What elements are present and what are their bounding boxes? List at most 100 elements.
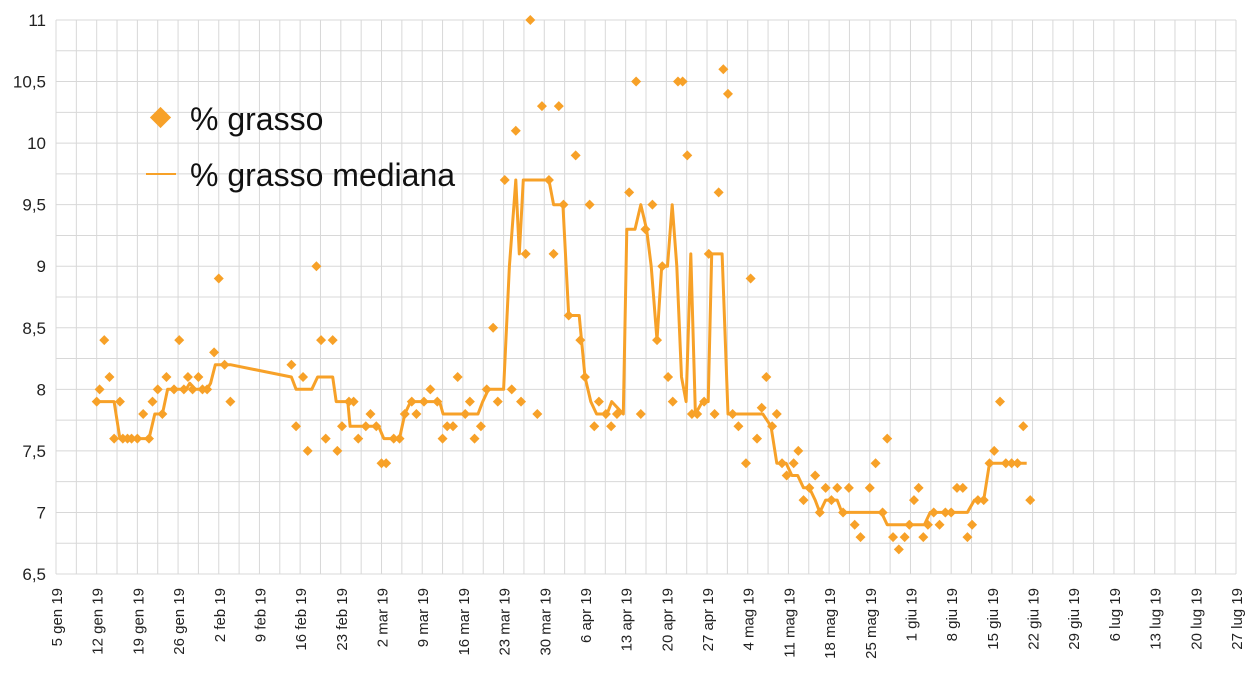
scatter-point — [516, 396, 527, 407]
y-tick-label: 8 — [37, 380, 46, 399]
scatter-point — [908, 495, 919, 506]
scatter-point — [138, 408, 149, 419]
scatter-point — [365, 408, 376, 419]
scatter-point — [425, 384, 436, 395]
scatter-point — [506, 384, 517, 395]
scatter-point — [553, 101, 564, 112]
scatter-point — [157, 408, 168, 419]
scatter-point — [525, 15, 536, 25]
scatter-point — [418, 396, 429, 407]
scatter-point — [174, 335, 185, 346]
scatter-point — [589, 421, 600, 432]
x-tick-label: 1 giu 19 — [903, 588, 920, 641]
scatter-point — [286, 359, 297, 370]
scatter-point — [713, 187, 724, 198]
y-tick-label: 10,5 — [13, 73, 46, 92]
scatter-point — [147, 396, 158, 407]
scatter-point — [360, 421, 371, 432]
scatter-point — [209, 347, 220, 358]
scatter-point — [692, 408, 703, 419]
x-tick-label: 23 feb 19 — [334, 588, 351, 651]
scatter-point — [563, 310, 574, 321]
scatter-point — [631, 76, 642, 87]
scatter-point — [814, 507, 825, 518]
scatter-point — [826, 495, 837, 506]
scatter-point — [584, 199, 595, 210]
scatter-point — [464, 396, 475, 407]
scatter-point — [302, 445, 313, 456]
scatter-point — [663, 372, 674, 383]
scatter-point — [114, 396, 125, 407]
scatter-point — [161, 372, 172, 383]
scatter-point — [682, 150, 693, 161]
x-tick-label: 6 lug 19 — [1107, 588, 1124, 641]
x-tick-label: 25 mag 19 — [863, 588, 880, 659]
scatter-point — [332, 445, 343, 456]
scatter-point — [600, 408, 611, 419]
scatter-point — [899, 532, 910, 543]
scatter-point — [686, 408, 697, 419]
scatter-point — [520, 248, 531, 259]
scatter-point — [543, 175, 554, 186]
scatter-point — [492, 396, 503, 407]
scatter-point — [832, 482, 843, 493]
y-tick-label: 7 — [37, 503, 46, 522]
scatter-point — [606, 421, 617, 432]
x-tick-label: 23 mar 19 — [497, 588, 514, 656]
scatter-point — [1006, 458, 1017, 469]
x-tick-label: 6 apr 19 — [578, 588, 595, 643]
scatter-point — [348, 396, 359, 407]
scatter-point — [951, 482, 962, 493]
scatter-point — [928, 507, 939, 518]
y-tick-label: 10 — [27, 134, 46, 153]
x-tick-label: 22 giu 19 — [1026, 588, 1043, 650]
median-line — [96, 178, 1027, 527]
x-axis-ticks: 5 gen 19 12 gen 19 19 gen 19 26 gen 19 2 feb… — [49, 588, 1246, 659]
scatter-point — [761, 372, 772, 383]
x-tick-label: 27 lug 19 — [1229, 588, 1246, 650]
scatter-point — [967, 519, 978, 530]
scatter-point — [843, 482, 854, 493]
scatter-points-layer — [91, 15, 1036, 555]
scatter-point — [978, 495, 989, 506]
y-tick-label: 7,5 — [22, 442, 46, 461]
scatter-point — [448, 421, 459, 432]
scatter-point — [460, 408, 471, 419]
scatter-point — [353, 433, 364, 444]
scatter-point — [611, 408, 622, 419]
scatter-point — [558, 199, 569, 210]
scatter-point — [989, 445, 1000, 456]
y-tick-label: 11 — [28, 11, 46, 30]
scatter-point — [957, 482, 968, 493]
scatter-point — [972, 495, 983, 506]
scatter-point — [893, 544, 904, 555]
scatter-point — [381, 458, 392, 469]
x-tick-label: 16 mar 19 — [456, 588, 473, 656]
scatter-point — [1018, 421, 1029, 432]
x-tick-label: 9 feb 19 — [252, 588, 269, 642]
scatter-point — [475, 421, 486, 432]
x-tick-label: 9 mar 19 — [415, 588, 432, 647]
scatter-point — [579, 372, 590, 383]
scatter-point — [570, 150, 581, 161]
scatter-point — [91, 396, 102, 407]
scatter-point — [371, 421, 382, 432]
scatter-point — [745, 273, 756, 284]
scatter-point — [442, 421, 453, 432]
scatter-point — [126, 433, 137, 444]
y-tick-label: 8,5 — [22, 319, 46, 338]
x-tick-label: 13 apr 19 — [619, 588, 636, 651]
scatter-point — [452, 372, 463, 383]
legend-label-fat: % grasso — [190, 101, 323, 137]
scatter-point — [94, 384, 105, 395]
legend: % grasso % grasso mediana — [146, 101, 455, 193]
scatter-point — [499, 175, 510, 186]
x-tick-label: 20 lug 19 — [1188, 588, 1205, 650]
scatter-point — [918, 532, 929, 543]
scatter-point — [810, 470, 821, 481]
scatter-point — [132, 433, 143, 444]
scatter-point — [144, 433, 155, 444]
scatter-point — [777, 458, 788, 469]
scatter-point — [838, 507, 849, 518]
scatter-point — [593, 396, 604, 407]
